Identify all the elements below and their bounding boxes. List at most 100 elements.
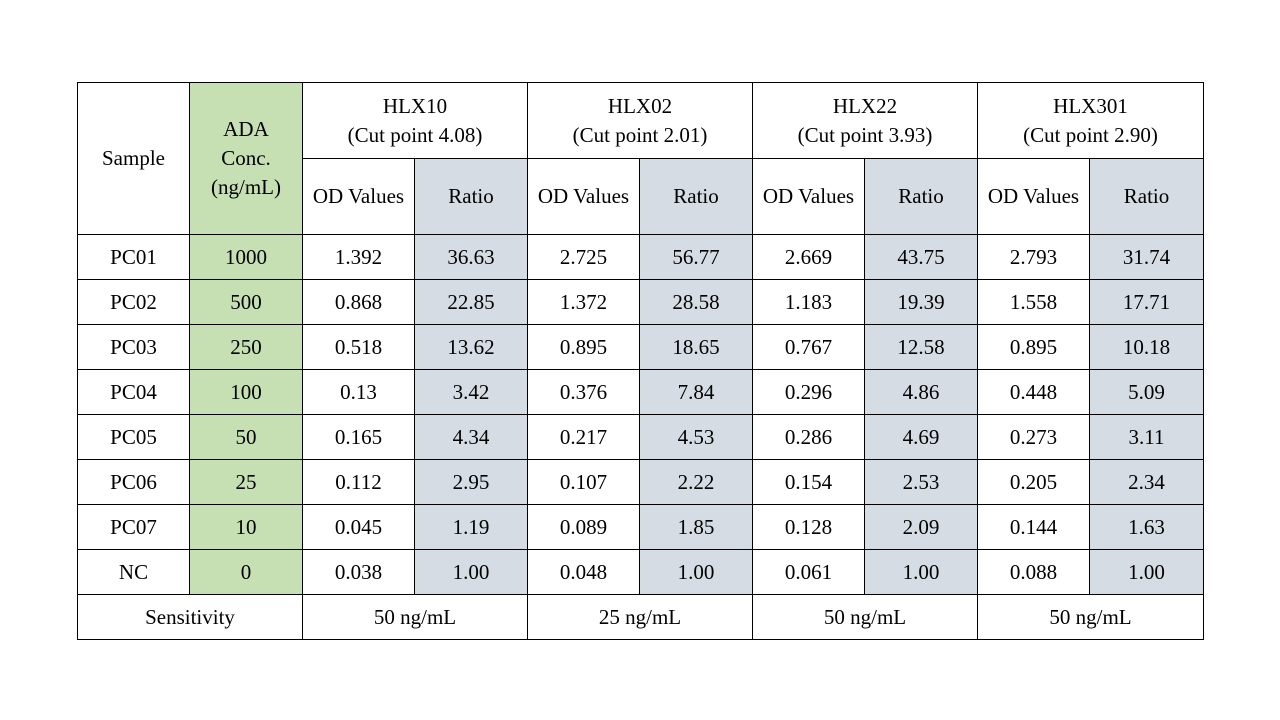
od-cell: 0.273 <box>977 414 1090 460</box>
conc-cell: 10 <box>189 504 303 550</box>
sample-cell: PC01 <box>77 234 190 280</box>
od-cell: 0.144 <box>977 504 1090 550</box>
ratio-cell: 56.77 <box>639 234 753 280</box>
ratio-cell: 7.84 <box>639 369 753 415</box>
group-name: HLX10 <box>382 93 448 118</box>
od-cell: 0.217 <box>527 414 640 460</box>
ratio-header: Ratio <box>864 158 978 235</box>
od-cell: 1.372 <box>527 279 640 325</box>
sample-cell: PC05 <box>77 414 190 460</box>
sensitivity-value: 50 ng/mL <box>977 594 1204 640</box>
conc-cell: 0 <box>189 549 303 595</box>
header-row-groups: Sample ADA Conc. (ng/mL) HLX10 (Cut poin… <box>77 82 1204 235</box>
group-name: HLX301 <box>1053 93 1128 118</box>
ratio-cell: 36.63 <box>414 234 528 280</box>
od-cell: 2.793 <box>977 234 1090 280</box>
od-cell: 1.392 <box>302 234 415 280</box>
od-cell: 0.128 <box>752 504 865 550</box>
sample-cell: PC04 <box>77 369 190 415</box>
od-cell: 0.13 <box>302 369 415 415</box>
group-name: HLX02 <box>607 93 673 118</box>
conc-cell: 250 <box>189 324 303 370</box>
od-values-header: OD Values <box>527 158 640 235</box>
sample-cell: PC03 <box>77 324 190 370</box>
od-cell: 2.725 <box>527 234 640 280</box>
ratio-cell: 3.42 <box>414 369 528 415</box>
od-cell: 0.089 <box>527 504 640 550</box>
ratio-cell: 1.19 <box>414 504 528 550</box>
od-cell: 0.045 <box>302 504 415 550</box>
ratio-cell: 18.65 <box>639 324 753 370</box>
od-values-header: OD Values <box>977 158 1090 235</box>
table-row: PC06 25 0.112 2.95 0.107 2.22 0.154 2.53… <box>77 459 1204 505</box>
ratio-cell: 12.58 <box>864 324 978 370</box>
sample-cell: PC07 <box>77 504 190 550</box>
sensitivity-value: 50 ng/mL <box>302 594 528 640</box>
ratio-cell: 19.39 <box>864 279 978 325</box>
conc-header-line: (ng/mL) <box>211 175 281 199</box>
group-header-hlx10: HLX10 (Cut point 4.08) <box>302 82 528 159</box>
ratio-cell-sensitivity: 2.22 <box>639 459 753 505</box>
od-cell: 0.286 <box>752 414 865 460</box>
group-header-hlx22: HLX22 (Cut point 3.93) <box>752 82 978 159</box>
group-name: HLX22 <box>832 93 898 118</box>
conc-cell: 1000 <box>189 234 303 280</box>
sample-cell: NC <box>77 549 190 595</box>
od-cell: 0.112 <box>302 459 415 505</box>
od-cell: 0.296 <box>752 369 865 415</box>
ratio-cell: 2.34 <box>1089 459 1204 505</box>
od-cell: 0.518 <box>302 324 415 370</box>
conc-header-line: Conc. <box>221 146 271 170</box>
ratio-cell: 2.53 <box>864 459 978 505</box>
conc-cell: 100 <box>189 369 303 415</box>
ratio-cell: 43.75 <box>864 234 978 280</box>
ratio-cell: 1.63 <box>1089 504 1204 550</box>
group-cut-point: (Cut point 2.01) <box>572 122 708 147</box>
conc-cell: 50 <box>189 414 303 460</box>
sensitivity-value: 50 ng/mL <box>752 594 978 640</box>
group-header-hlx301: HLX301 (Cut point 2.90) <box>977 82 1204 159</box>
ratio-cell: 28.58 <box>639 279 753 325</box>
od-cell: 0.868 <box>302 279 415 325</box>
group-cut-point: (Cut point 4.08) <box>347 122 483 147</box>
od-cell: 0.376 <box>527 369 640 415</box>
od-cell: 0.107 <box>527 459 640 505</box>
table-row: PC03 250 0.518 13.62 0.895 18.65 0.767 1… <box>77 324 1204 370</box>
ratio-header: Ratio <box>1089 158 1204 235</box>
od-cell: 0.038 <box>302 549 415 595</box>
ratio-cell: 10.18 <box>1089 324 1204 370</box>
ratio-cell-sensitivity: 4.34 <box>414 414 528 460</box>
group-cut-point: (Cut point 2.90) <box>1023 122 1158 147</box>
od-cell: 0.154 <box>752 459 865 505</box>
ratio-cell: 5.09 <box>1089 369 1204 415</box>
conc-cell: 500 <box>189 279 303 325</box>
ratio-header: Ratio <box>639 158 753 235</box>
od-cell: 0.088 <box>977 549 1090 595</box>
od-values-header: OD Values <box>752 158 865 235</box>
conc-header: ADA Conc. (ng/mL) <box>189 82 303 235</box>
od-cell: 2.669 <box>752 234 865 280</box>
table-row: NC 0 0.038 1.00 0.048 1.00 0.061 1.00 0.… <box>77 549 1204 595</box>
sensitivity-row: Sensitivity 50 ng/mL 25 ng/mL 50 ng/mL 5… <box>77 594 1204 640</box>
conc-cell: 25 <box>189 459 303 505</box>
ratio-cell: 1.00 <box>1089 549 1204 595</box>
ratio-cell-sensitivity: 4.69 <box>864 414 978 460</box>
od-cell: 0.895 <box>977 324 1090 370</box>
sample-header: Sample <box>77 82 190 235</box>
ratio-cell: 4.86 <box>864 369 978 415</box>
table-row: PC07 10 0.045 1.19 0.089 1.85 0.128 2.09… <box>77 504 1204 550</box>
ratio-cell: 13.62 <box>414 324 528 370</box>
ratio-cell: 2.95 <box>414 459 528 505</box>
sample-cell: PC02 <box>77 279 190 325</box>
ratio-cell: 4.53 <box>639 414 753 460</box>
ratio-cell: 17.71 <box>1089 279 1204 325</box>
sensitivity-table: Sample ADA Conc. (ng/mL) HLX10 (Cut poin… <box>77 82 1204 640</box>
ratio-cell: 22.85 <box>414 279 528 325</box>
table-row: PC01 1000 1.392 36.63 2.725 56.77 2.669 … <box>77 234 1204 280</box>
od-cell: 0.205 <box>977 459 1090 505</box>
od-cell: 0.048 <box>527 549 640 595</box>
ratio-cell: 31.74 <box>1089 234 1204 280</box>
ratio-cell: 1.00 <box>864 549 978 595</box>
od-cell: 1.558 <box>977 279 1090 325</box>
group-header-hlx02: HLX02 (Cut point 2.01) <box>527 82 753 159</box>
